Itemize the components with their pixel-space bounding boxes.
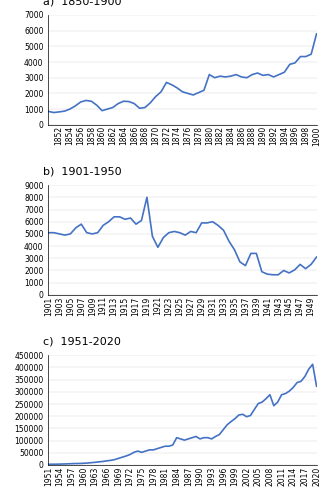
- Text: c)  1951-2020: c) 1951-2020: [43, 336, 121, 346]
- Text: b)  1901-1950: b) 1901-1950: [43, 166, 122, 176]
- Text: a)  1850-1900: a) 1850-1900: [43, 0, 121, 6]
